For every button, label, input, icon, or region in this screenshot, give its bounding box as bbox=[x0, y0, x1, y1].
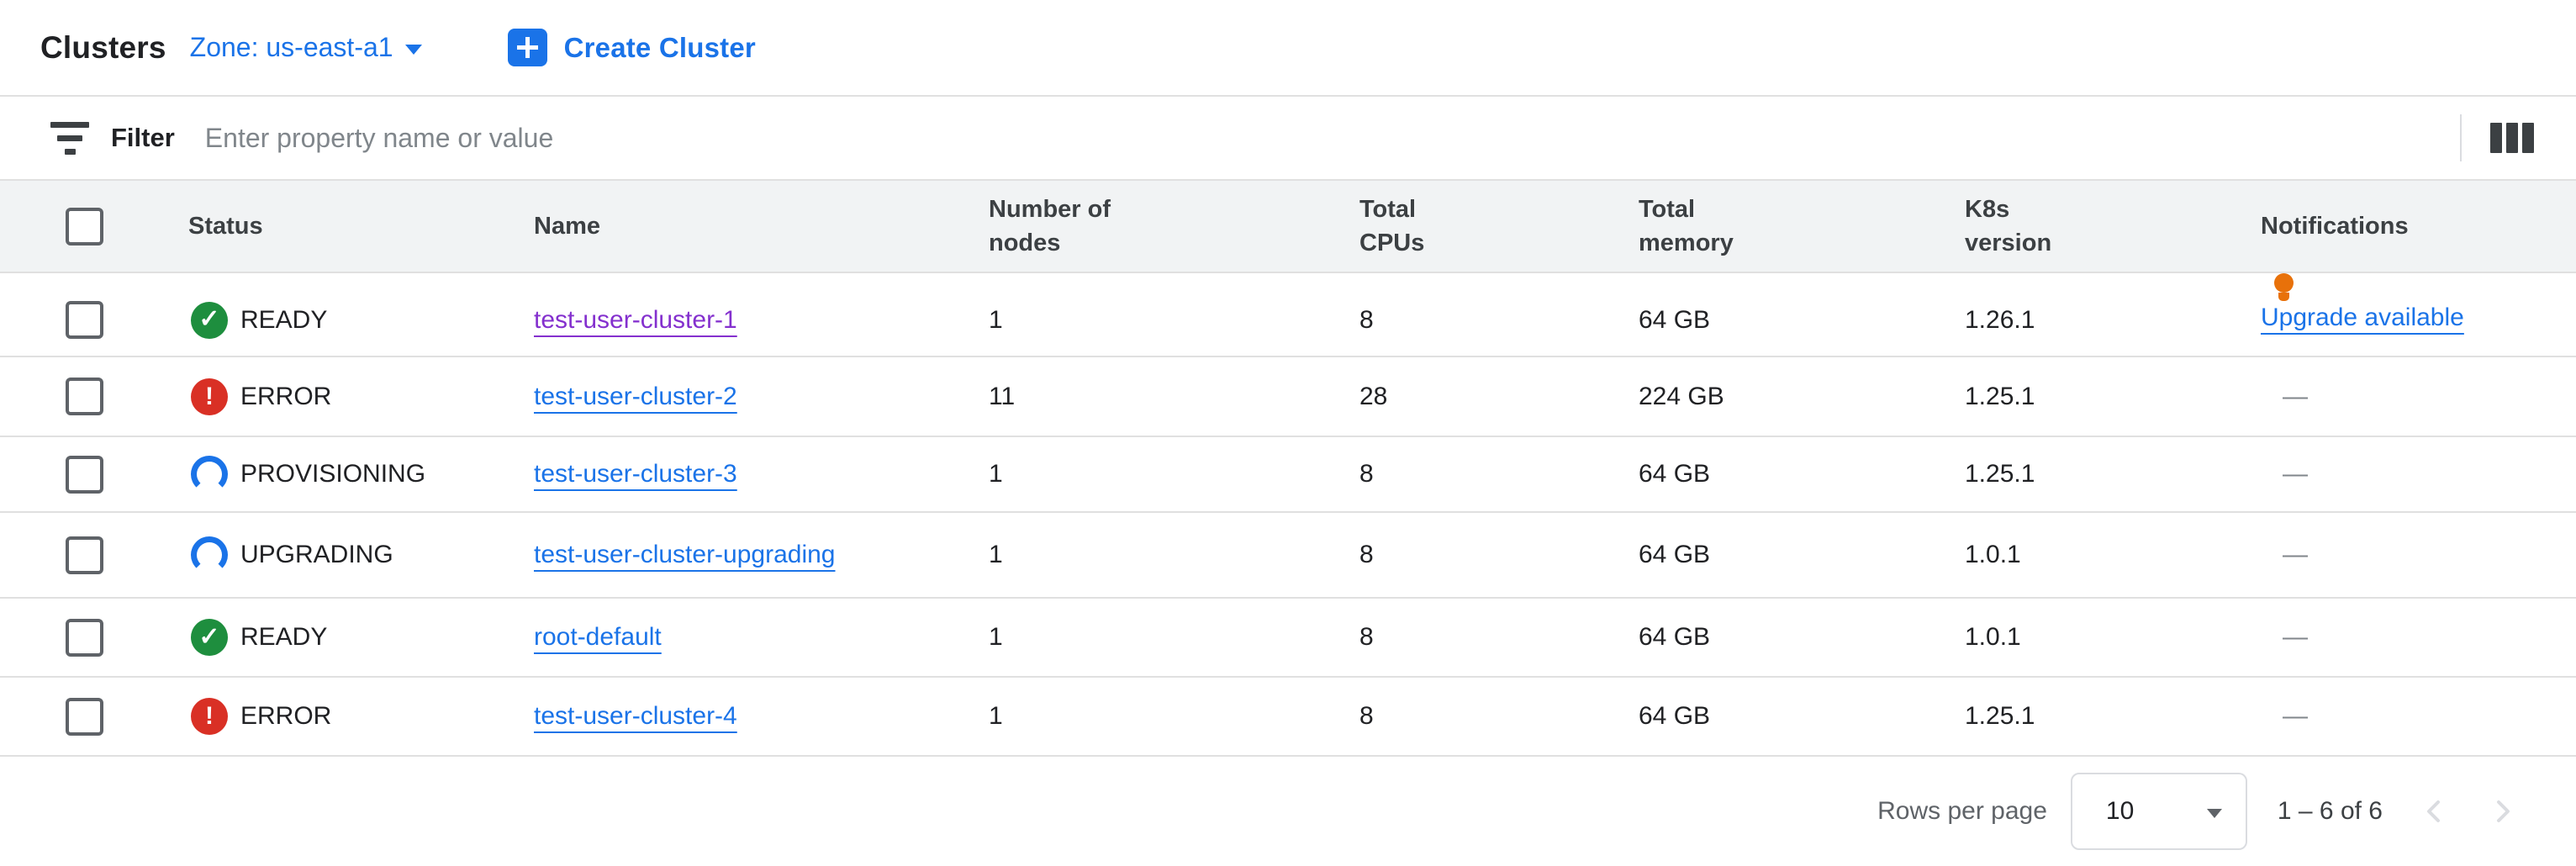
nodes-value: 1 bbox=[989, 702, 1003, 730]
columns-icon bbox=[2490, 123, 2534, 153]
no-notification-dash: — bbox=[2283, 382, 2308, 410]
row-checkbox[interactable] bbox=[66, 455, 103, 494]
table-header-row: Status Name Number of nodes Total CPUs T… bbox=[0, 181, 2576, 273]
column-header-name: Name bbox=[534, 213, 600, 240]
column-header-cpus: Total CPUs bbox=[1359, 196, 1425, 256]
zone-label: Zone: us-east-a1 bbox=[189, 32, 393, 62]
create-cluster-button[interactable]: Create Cluster bbox=[507, 29, 756, 66]
table-row: READY root-default 1 8 64 GB 1.0.1 — bbox=[0, 599, 2576, 678]
plus-icon bbox=[507, 29, 547, 66]
table-row: READY test-user-cluster-1 1 8 64 GB 1.26… bbox=[0, 273, 2576, 357]
column-header-nodes: Number of nodes bbox=[989, 196, 1111, 256]
pagination-range: 1 – 6 of 6 bbox=[2277, 797, 2383, 825]
status-label: READY bbox=[240, 623, 328, 651]
status-label: UPGRADING bbox=[240, 541, 393, 568]
k8s-version-value: 1.0.1 bbox=[1965, 541, 2021, 568]
status-label: ERROR bbox=[240, 382, 332, 410]
k8s-version-value: 1.0.1 bbox=[1965, 623, 2021, 651]
status-error-icon bbox=[191, 378, 228, 415]
column-header-k8s-version: K8s version bbox=[1965, 196, 2052, 256]
column-header-notifications: Notifications bbox=[2261, 213, 2409, 240]
row-checkbox[interactable] bbox=[66, 301, 103, 339]
cpus-value: 8 bbox=[1359, 702, 1374, 730]
cpus-value: 8 bbox=[1359, 305, 1374, 334]
filter-input[interactable] bbox=[204, 122, 2436, 154]
rows-per-page-label: Rows per page bbox=[1877, 797, 2047, 825]
k8s-version-value: 1.25.1 bbox=[1965, 460, 2035, 488]
vertical-divider bbox=[2460, 114, 2462, 161]
table-row: ERROR test-user-cluster-4 1 8 64 GB 1.25… bbox=[0, 678, 2576, 757]
upgrade-notification: Upgrade available bbox=[2261, 273, 2542, 338]
row-checkbox[interactable] bbox=[66, 697, 103, 736]
cpus-value: 8 bbox=[1359, 541, 1374, 568]
table-row: PROVISIONING test-user-cluster-3 1 8 64 … bbox=[0, 437, 2576, 513]
filter-label: Filter bbox=[111, 123, 175, 152]
cpus-value: 8 bbox=[1359, 623, 1374, 651]
table-row: ERROR test-user-cluster-2 11 28 224 GB 1… bbox=[0, 357, 2576, 437]
memory-value: 64 GB bbox=[1639, 305, 1711, 334]
status-ready-icon bbox=[191, 619, 228, 656]
cpus-value: 8 bbox=[1359, 460, 1374, 488]
nodes-value: 1 bbox=[989, 623, 1003, 651]
memory-value: 64 GB bbox=[1639, 623, 1711, 651]
cpus-value: 28 bbox=[1359, 382, 1388, 410]
memory-value: 64 GB bbox=[1639, 541, 1711, 568]
chevron-right-icon bbox=[2497, 800, 2510, 822]
status-label: READY bbox=[240, 305, 328, 334]
lightbulb-icon bbox=[2274, 273, 2294, 301]
rows-per-page-select[interactable]: 10 bbox=[2070, 773, 2247, 850]
no-notification-dash: — bbox=[2283, 541, 2308, 568]
status-ready-icon bbox=[191, 301, 228, 339]
column-header-status: Status bbox=[188, 213, 263, 240]
no-notification-dash: — bbox=[2283, 623, 2308, 651]
zone-selector[interactable]: Zone: us-east-a1 bbox=[190, 32, 422, 63]
memory-value: 64 GB bbox=[1639, 460, 1711, 488]
cluster-name-link[interactable]: test-user-cluster-3 bbox=[534, 460, 737, 488]
filter-icon bbox=[50, 121, 89, 155]
k8s-version-value: 1.25.1 bbox=[1965, 382, 2035, 410]
rows-per-page-value: 10 bbox=[2105, 797, 2135, 825]
clusters-table: Status Name Number of nodes Total CPUs T… bbox=[0, 181, 2576, 757]
row-checkbox[interactable] bbox=[66, 618, 103, 657]
next-page-button[interactable] bbox=[2487, 796, 2517, 826]
status-spinner-icon bbox=[191, 536, 228, 573]
page-title: Clusters bbox=[40, 29, 166, 65]
memory-value: 224 GB bbox=[1639, 382, 1724, 410]
cluster-name-link[interactable]: root-default bbox=[534, 623, 662, 651]
status-error-icon bbox=[191, 698, 228, 735]
no-notification-dash: — bbox=[2283, 460, 2308, 488]
upgrade-available-link[interactable]: Upgrade available bbox=[2261, 304, 2464, 331]
status-label: PROVISIONING bbox=[240, 460, 426, 488]
no-notification-dash: — bbox=[2283, 702, 2308, 730]
nodes-value: 1 bbox=[989, 460, 1003, 488]
previous-page-button[interactable] bbox=[2420, 796, 2450, 826]
table-row: UPGRADING test-user-cluster-upgrading 1 … bbox=[0, 513, 2576, 599]
cluster-name-link[interactable]: test-user-cluster-1 bbox=[534, 305, 737, 334]
status-spinner-icon bbox=[191, 456, 228, 493]
page-header: Clusters Zone: us-east-a1 Create Cluster bbox=[0, 0, 2576, 97]
k8s-version-value: 1.25.1 bbox=[1965, 702, 2035, 730]
chevron-down-icon bbox=[404, 44, 422, 55]
row-checkbox[interactable] bbox=[66, 378, 103, 415]
column-header-memory: Total memory bbox=[1639, 196, 1734, 256]
nodes-value: 1 bbox=[989, 541, 1003, 568]
pagination-bar: Rows per page 10 1 – 6 of 6 bbox=[0, 757, 2576, 866]
k8s-version-value: 1.26.1 bbox=[1965, 305, 2035, 334]
memory-value: 64 GB bbox=[1639, 702, 1711, 730]
filter-bar: Filter bbox=[0, 97, 2576, 181]
status-label: ERROR bbox=[240, 702, 332, 730]
create-cluster-label: Create Cluster bbox=[563, 31, 756, 63]
nodes-value: 1 bbox=[989, 305, 1003, 334]
row-checkbox[interactable] bbox=[66, 536, 103, 574]
nodes-value: 11 bbox=[989, 382, 1016, 410]
cluster-name-link[interactable]: test-user-cluster-4 bbox=[534, 702, 737, 730]
cluster-name-link[interactable]: test-user-cluster-upgrading bbox=[534, 541, 836, 568]
column-display-button[interactable] bbox=[2485, 118, 2539, 158]
select-all-checkbox[interactable] bbox=[66, 207, 103, 246]
chevron-left-icon bbox=[2427, 800, 2440, 822]
dropdown-arrow-icon bbox=[2206, 808, 2222, 818]
cluster-name-link[interactable]: test-user-cluster-2 bbox=[534, 382, 737, 410]
